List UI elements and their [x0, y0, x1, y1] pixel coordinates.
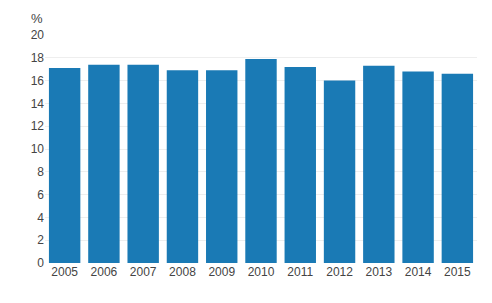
svg-text:2006: 2006 [91, 265, 118, 279]
svg-text:2: 2 [37, 233, 44, 247]
svg-text:8: 8 [37, 165, 44, 179]
svg-text:2013: 2013 [365, 265, 392, 279]
svg-text:18: 18 [31, 51, 45, 65]
svg-text:16: 16 [31, 74, 45, 88]
svg-text:2009: 2009 [208, 265, 235, 279]
svg-text:10: 10 [31, 142, 45, 156]
svg-text:12: 12 [31, 119, 45, 133]
svg-text:14: 14 [31, 97, 45, 111]
svg-text:2012: 2012 [326, 265, 353, 279]
svg-text:2005: 2005 [51, 265, 78, 279]
svg-text:2007: 2007 [130, 265, 157, 279]
svg-text:0: 0 [37, 256, 44, 270]
svg-text:6: 6 [37, 188, 44, 202]
svg-text:2010: 2010 [248, 265, 275, 279]
svg-text:%: % [31, 11, 43, 26]
svg-text:2011: 2011 [287, 265, 313, 279]
svg-text:20: 20 [31, 28, 45, 42]
svg-text:2015: 2015 [444, 265, 471, 279]
svg-text:4: 4 [37, 211, 44, 225]
svg-text:2014: 2014 [405, 265, 432, 279]
svg-text:2008: 2008 [169, 265, 196, 279]
